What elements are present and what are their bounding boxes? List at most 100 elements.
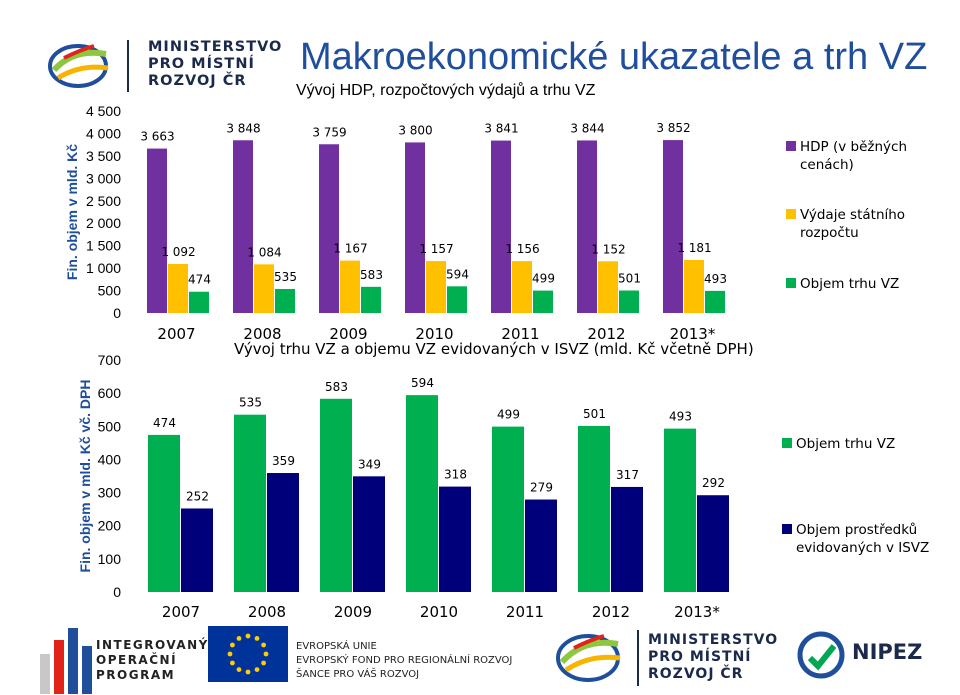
y-tick-label: 300 [98,485,122,501]
bar-v-daje-st-tn-ho-rozpo-tu-2010 [426,261,446,313]
bar-v-daje-st-tn-ho-rozpo-tu-2013* [684,259,704,313]
eu-star-icon [261,660,266,666]
y-tick-label: 0 [113,305,121,321]
legend-swatch [786,141,796,151]
data-label: 1 157 [419,242,453,256]
y-tick-label: 200 [98,518,122,534]
eu-star-icon [245,633,251,639]
y-axis-label: Fin. objem v mld. Kč vč. DPH [77,380,93,573]
ministry-logo: MINISTERSTVO PRO MÍSTNÍ ROZVOJ ČR [44,36,281,96]
data-label: 499 [532,272,555,286]
page-title: Makroekonomické ukazatele a trh VZ [300,36,928,78]
bar-v-daje-st-tn-ho-rozpo-tu-2007 [168,263,188,313]
legend-swatch [782,524,792,534]
bar-objem-trhu-vz-2012 [619,290,639,313]
y-tick-label: 700 [98,352,122,368]
bar-objem-prost-edk-evidovan-ch-v-isvz-2008 [267,473,299,592]
data-label: 1 181 [677,241,711,255]
data-label: 1 092 [161,245,195,259]
bar-objem-trhu-vz-2007 [148,434,180,592]
bar-objem-trhu-vz-2011 [533,290,553,313]
data-label: 1 084 [247,245,281,259]
x-tick-label: 2013* [674,603,720,618]
bar-objem-trhu-vz-2010 [406,395,438,592]
y-tick-label: 3 500 [86,148,121,164]
bar-hdp-v-b-n-ch-cen-ch--2010 [405,142,425,313]
data-label: 499 [497,408,520,422]
bar-objem-trhu-vz-2013* [664,428,696,592]
data-label: 493 [669,410,692,424]
bar-objem-prost-edk-evidovan-ch-v-isvz-2011 [525,499,557,592]
legend-label: rozpočtu [800,225,859,241]
bar-hdp-v-b-n-ch-cen-ch--2011 [491,140,511,313]
data-label: 1 152 [591,242,625,256]
eu-star-icon [230,660,235,666]
x-tick-label: 2010 [415,325,453,343]
eu-star-icon [236,636,242,641]
y-tick-label: 500 [98,283,122,299]
y-tick-label: 2 000 [86,215,121,231]
ministry-name-footer: MINISTERSTVO PRO MÍSTNÍ ROZVOJ ČR [648,632,779,682]
bar-objem-trhu-vz-2011 [492,426,524,592]
legend-label: HDP (v běžných [800,139,907,155]
bar-objem-prost-edk-evidovan-ch-v-isvz-2012 [611,486,643,592]
data-label: 279 [530,481,553,495]
data-label: 3 841 [484,122,518,136]
data-label: 594 [411,376,434,390]
data-label: 252 [186,489,209,503]
ministry-emblem-icon [48,40,129,92]
bar-objem-trhu-vz-2008 [234,414,266,592]
legend-swatch [782,438,792,448]
legend-swatch [786,278,796,288]
bar-hdp-v-b-n-ch-cen-ch--2012 [577,140,597,313]
iop-logo-text: INTEGROVANÝ OPERAČNÍ PROGRAM [96,638,209,682]
x-tick-label: 2009 [334,603,372,618]
y-tick-label: 400 [98,451,122,467]
eu-star-icon [236,667,242,672]
legend-label: cenách) [800,157,854,173]
data-label: 359 [272,454,295,468]
bar-hdp-v-b-n-ch-cen-ch--2013* [663,140,683,313]
x-tick-label: 2008 [243,325,281,343]
ministry-emblem-icon [556,630,639,686]
eu-flag-icon [208,626,288,682]
chart1-title: Vývoj HDP, rozpočtových výdajů a trhu VZ [296,82,596,99]
x-tick-label: 2012 [587,325,625,343]
bar-v-daje-st-tn-ho-rozpo-tu-2009 [340,260,360,313]
bar-objem-trhu-vz-2009 [320,398,352,592]
bar-v-daje-st-tn-ho-rozpo-tu-2011 [512,261,532,313]
x-tick-label: 2008 [248,603,286,618]
y-tick-label: 4 500 [86,103,121,119]
bar-v-daje-st-tn-ho-rozpo-tu-2012 [598,261,618,313]
data-label: 474 [188,273,211,287]
bar-objem-prost-edk-evidovan-ch-v-isvz-2010 [439,486,471,592]
chart-2: Fin. objem v mld. Kč vč. DPH 700 600 500 400… [77,352,929,618]
data-label: 535 [239,396,262,410]
x-tick-label: 2007 [162,603,200,618]
bar-objem-trhu-vz-2012 [578,425,610,592]
y-tick-label: 500 [98,418,122,434]
y-tick-label: 1 500 [86,238,121,254]
data-label: 474 [153,416,176,430]
ministry-name: MINISTERSTVO PRO MÍSTNÍ ROZVOJ ČR [148,39,283,89]
data-label: 292 [702,476,725,490]
bar-objem-prost-edk-evidovan-ch-v-isvz-2009 [353,476,385,592]
bar-v-daje-st-tn-ho-rozpo-tu-2008 [254,264,274,313]
bar-hdp-v-b-n-ch-cen-ch--2007 [147,148,167,313]
bar-hdp-v-b-n-ch-cen-ch--2009 [319,144,339,313]
nipez-logo-text: NIPEZ [852,640,923,664]
bar-hdp-v-b-n-ch-cen-ch--2008 [233,140,253,313]
y-tick-label: 600 [98,385,122,401]
y-tick-label: 0 [113,584,121,600]
x-tick-label: 2007 [157,325,195,343]
bar-objem-trhu-vz-2010 [447,286,467,313]
data-label: 318 [444,468,467,482]
data-label: 594 [446,267,469,281]
x-tick-label: 2011 [501,325,539,343]
x-tick-label: 2013* [670,325,716,343]
data-label: 3 800 [398,123,432,137]
footer-logos: INTEGROVANÝ OPERAČNÍ PROGRAM EVROPSKÁ UN… [0,618,960,695]
eu-star-icon [230,642,235,648]
eu-star-icon [245,669,251,675]
x-tick-label: 2010 [420,603,458,618]
